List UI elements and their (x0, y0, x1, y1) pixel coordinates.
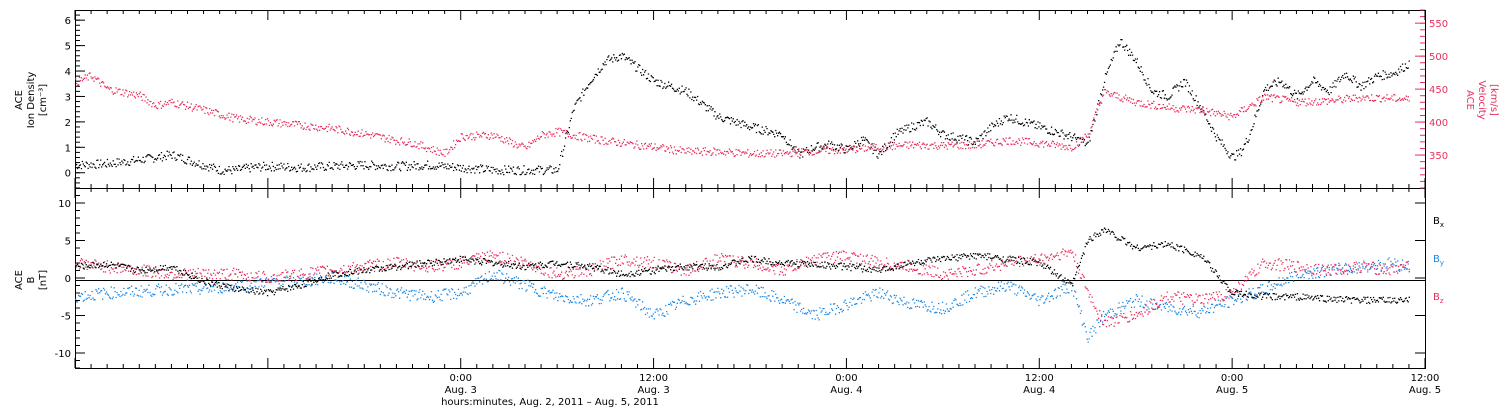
series-points (75, 248, 1410, 328)
series-points (75, 257, 1410, 343)
velocity-ylabel-line1: ACE (1464, 90, 1475, 110)
time-tick-label: 0:00 (835, 373, 857, 384)
velocity-tick-label: 450 (1429, 85, 1448, 96)
date-tick-label: Aug. 4 (830, 385, 862, 396)
b-ylabel-line3: [nT] (38, 270, 49, 290)
time-tick-label: 12:00 (639, 373, 668, 384)
b-tick-label: -5 (61, 312, 71, 323)
series-bx (75, 227, 1410, 305)
time-tick-label: 0:00 (1221, 373, 1243, 384)
density-ylabel-line2: Ion Density (26, 72, 37, 129)
series-bz (75, 248, 1410, 328)
series-by (75, 257, 1410, 343)
velocity-axis-ticks: 350 400 450 500 550 (1415, 9, 1448, 189)
legend-by-sub: y (1440, 259, 1444, 267)
b-axis-ticks: -10 -5 0 5 10 (55, 187, 1425, 369)
legend-bz-base: B (1433, 292, 1440, 303)
density-ylabel-line1: ACE (14, 90, 25, 110)
bottom-panel-frame (75, 188, 1426, 369)
top-panel-series (75, 38, 1410, 176)
legend-bx: Bx (1433, 216, 1444, 229)
series-points (75, 227, 1410, 305)
b-ylabel-line2: B (26, 276, 37, 283)
density-tick-label: 4 (65, 67, 71, 78)
velocity-tick-label: 400 (1429, 118, 1448, 129)
velocity-ylabel-line3: [km/s] (1488, 84, 1499, 116)
legend-by: By (1433, 254, 1444, 267)
time-tick-label: 0:00 (449, 373, 471, 384)
density-tick-label: 2 (65, 118, 71, 129)
series-velocity (75, 72, 1410, 158)
legend-bz: Bz (1433, 292, 1444, 305)
density-tick-label: 1 (65, 143, 71, 154)
b-ylabel-line1: ACE (14, 270, 25, 290)
density-ylabel-line3: [cm⁻³] (38, 84, 49, 116)
density-tick-label: 0 (65, 169, 71, 180)
date-tick-label: Aug. 3 (637, 385, 669, 396)
velocity-tick-label: 550 (1429, 19, 1448, 30)
legend-by-base: B (1433, 254, 1440, 265)
x-axis-label: hours:minutes, Aug. 2, 2011 – Aug. 5, 20… (441, 397, 659, 408)
legend-bx-base: B (1433, 216, 1440, 227)
b-tick-label: 0 (65, 274, 71, 285)
bottom-panel-series (75, 227, 1410, 343)
density-tick-label: 5 (65, 42, 71, 53)
series-points (75, 72, 1410, 158)
b-tick-label: -10 (55, 349, 71, 360)
density-tick-label: 6 (65, 16, 71, 27)
top-panel-frame (75, 10, 1426, 189)
velocity-tick-label: 500 (1429, 52, 1448, 63)
density-tick-label: 3 (65, 92, 71, 103)
date-tick-label: Aug. 5 (1216, 385, 1248, 396)
legend-bx-sub: x (1440, 221, 1444, 229)
legend-bz-sub: z (1440, 297, 1444, 305)
time-tick-label: 12:00 (1025, 373, 1054, 384)
series-points (75, 38, 1410, 176)
date-tick-label: Aug. 3 (445, 385, 477, 396)
velocity-tick-label: 350 (1429, 151, 1448, 162)
date-tick-label: Aug. 4 (1023, 385, 1055, 396)
b-tick-label: 5 (65, 237, 71, 248)
time-tick-label: 12:00 (1411, 373, 1440, 384)
date-tick-label: Aug. 5 (1409, 385, 1441, 396)
velocity-ylabel-line2: Velocity (1476, 80, 1487, 119)
b-tick-label: 10 (58, 199, 71, 210)
series-ion-density (75, 38, 1410, 176)
